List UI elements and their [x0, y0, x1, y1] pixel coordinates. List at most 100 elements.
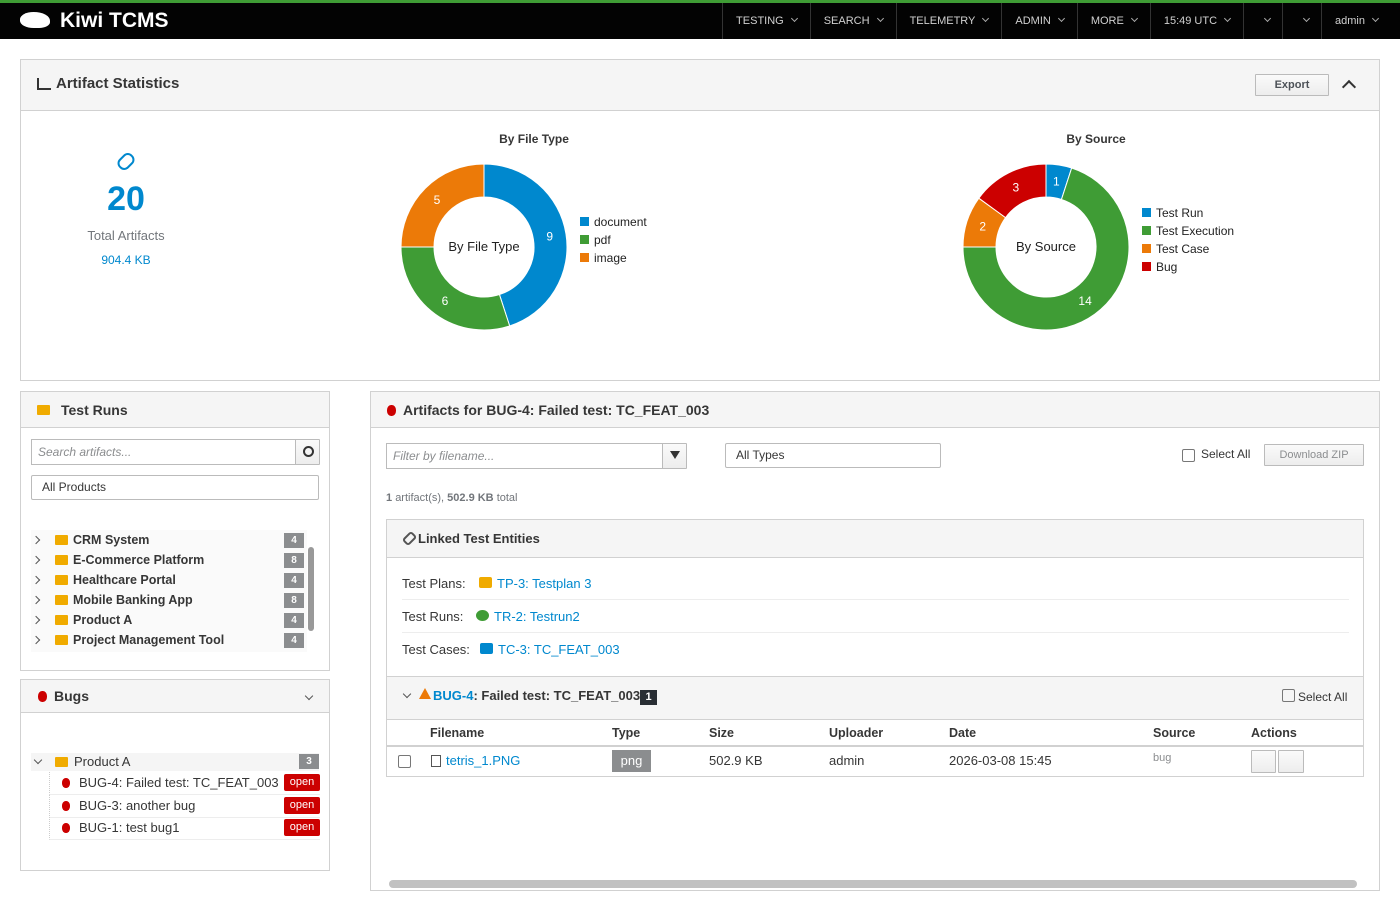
expand-toggle[interactable] [31, 575, 41, 585]
linked-link[interactable]: TP-3: Testplan 3 [497, 576, 592, 591]
menu-item[interactable]: SEARCH [809, 3, 896, 39]
product-name: Project Management Tool [73, 633, 225, 647]
linked-row: Test Runs: TR-2: Testrun2 [402, 601, 1349, 633]
column-header[interactable]: Filename [430, 726, 485, 740]
count-badge: 8 [284, 553, 304, 568]
panel-title: Test Runs [61, 402, 128, 418]
product-row[interactable]: Product A 4 [31, 610, 307, 630]
donut-slice [962, 167, 1130, 331]
row-checkbox[interactable] [398, 755, 411, 768]
menu-item[interactable]: ADMIN [1001, 3, 1076, 39]
column-header[interactable]: Size [709, 726, 735, 740]
legend-label[interactable]: image [594, 251, 627, 265]
product-row[interactable]: Mobile Banking App 8 [31, 590, 307, 610]
product-row[interactable]: Healthcare Portal 4 [31, 570, 307, 590]
expand-toggle[interactable] [33, 755, 43, 765]
expand-toggle[interactable] [31, 595, 41, 605]
filter-button[interactable] [662, 443, 687, 469]
bugs-panel: Bugs Product A 3 BUG-4: Failed test: TC_… [20, 679, 330, 871]
expand-toggle[interactable] [31, 535, 41, 545]
user-menu[interactable]: admin [1321, 3, 1400, 39]
horizontal-scrollbar[interactable] [389, 880, 1357, 888]
bug-link[interactable]: BUG-4 [433, 688, 474, 703]
summary-total: total [496, 492, 518, 504]
product-select[interactable]: All Products [31, 475, 319, 500]
donut-slice [400, 163, 485, 248]
legend-label[interactable]: Test Execution [1156, 224, 1234, 238]
scrollbar[interactable] [308, 547, 314, 631]
filename-filter[interactable]: Filter by filename... [386, 443, 663, 469]
legend-label[interactable]: Bug [1156, 260, 1177, 274]
folder-icon [55, 535, 68, 545]
size: 502.9 KB [709, 753, 763, 768]
legend-swatch [1142, 262, 1151, 271]
summary: 1 artifact(s), 502.9 KB total [386, 492, 518, 504]
panel-header: Test Runs [21, 392, 329, 428]
column-header[interactable]: Source [1153, 726, 1196, 740]
product-name: CRM System [73, 533, 150, 547]
table-header: Filename Type Size Uploader Date Source Action… [387, 720, 1363, 747]
slice-label: 5 [434, 193, 441, 207]
search-button[interactable] [295, 439, 320, 465]
folder-icon [55, 615, 68, 625]
type-select[interactable]: All Types [725, 443, 941, 468]
expand-toggle[interactable] [31, 615, 41, 625]
slice-label: 14 [1078, 294, 1092, 308]
export-button[interactable]: Export [1255, 74, 1329, 96]
folder-icon [55, 575, 68, 585]
expand-toggle[interactable] [31, 635, 41, 645]
column-header[interactable]: Date [949, 726, 977, 740]
collapse-toggle[interactable] [304, 691, 314, 701]
menu-item[interactable]: TESTING [722, 3, 810, 39]
column-header[interactable]: Uploader [829, 726, 884, 740]
product-row[interactable]: Project Management Tool 4 [31, 630, 307, 650]
count-badge: 4 [284, 533, 304, 548]
total-count: 20 [107, 180, 145, 218]
test-runs-panel: Test Runs Search artifacts... All Produc… [20, 391, 330, 671]
help-menu[interactable] [1282, 3, 1321, 39]
bug-row[interactable]: BUG-3: another bug open [49, 794, 320, 818]
linked-header: Linked Test Entities [387, 520, 1363, 558]
expand-toggle[interactable] [31, 555, 41, 565]
filename[interactable]: tetris_1.PNG [446, 753, 521, 768]
column-header[interactable]: Type [612, 726, 641, 740]
product-row[interactable]: CRM System 4 [31, 530, 307, 550]
filter-icon [670, 451, 680, 459]
group-select-checkbox[interactable] [1282, 689, 1295, 702]
bug-row[interactable]: BUG-1: test bug1 open [49, 817, 320, 840]
select-all-checkbox[interactable] [1182, 449, 1195, 462]
legend-label[interactable]: pdf [594, 233, 611, 247]
legend-label[interactable]: Test Case [1156, 242, 1210, 256]
legend-label[interactable]: Test Run [1156, 206, 1203, 220]
bug-group-header[interactable]: BUG-4: Failed test: TC_FEAT_003 1 Select… [387, 676, 1363, 720]
search-icon [303, 446, 314, 457]
bug-label: BUG-4: Failed test: TC_FEAT_003 [79, 775, 279, 790]
count-badge: 3 [299, 754, 319, 769]
charts: By File Type 9 6 5 By File Type document pdf im… [400, 132, 1234, 331]
linked-row: Test Cases: TC-3: TC_FEAT_003 [402, 634, 1349, 665]
legend-label[interactable]: document [594, 215, 647, 229]
column-header[interactable]: Actions [1251, 726, 1297, 740]
menu-item[interactable]: TELEMETRY [895, 3, 1002, 39]
product-row[interactable]: Product A 3 [31, 753, 319, 771]
menu-item[interactable]: MORE [1076, 3, 1150, 39]
link-icon [401, 530, 418, 547]
folder-icon [55, 635, 68, 645]
bug-row[interactable]: BUG-4: Failed test: TC_FEAT_003 open [49, 772, 320, 795]
download-button[interactable] [1251, 750, 1276, 773]
brand[interactable]: Kiwi TCMS [60, 9, 169, 32]
donut-slice [978, 163, 1047, 219]
linked-link[interactable]: TC-3: TC_FEAT_003 [498, 642, 620, 657]
panel-header: Bugs [21, 680, 329, 713]
search-input[interactable]: Search artifacts... [31, 439, 296, 465]
download-zip-button[interactable]: Download ZIP [1264, 444, 1364, 466]
type-badge: png [612, 750, 651, 772]
product-row[interactable]: E-Commerce Platform 8 [31, 550, 307, 570]
expand-toggle[interactable] [402, 689, 412, 699]
linked-link[interactable]: TR-2: Testrun2 [494, 609, 580, 624]
preview-button[interactable] [1278, 750, 1304, 773]
legend-swatch [1142, 226, 1151, 235]
slice-label: 3 [1012, 181, 1019, 195]
language-menu[interactable] [1243, 3, 1282, 39]
